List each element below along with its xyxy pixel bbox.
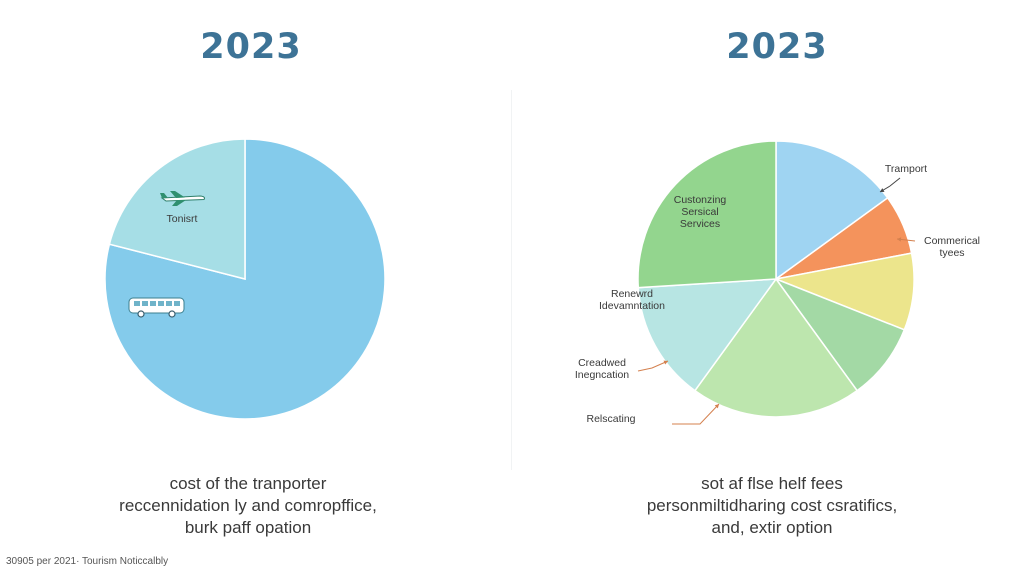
right-slice-label-custonzing: Custonzing Sersical Services	[674, 194, 727, 230]
right-leader-tramport-arrowhead	[880, 188, 885, 192]
bus-icon	[128, 297, 185, 318]
right-caption-line-2: personmiltidharing cost csratifics,	[646, 496, 898, 515]
left-chart-caption: cost of the tranporter reccennidation ly…	[38, 473, 458, 539]
right-slice-label-relscating: Relscating	[586, 413, 635, 425]
left-caption-line-2: reccennidation ly and comropffice,	[119, 496, 377, 515]
right-leader-creadwed	[637, 360, 669, 372]
footnote: 30905 per 2021· Tourism Noticcalbly	[6, 556, 169, 567]
left-slice-label-tourist: Tonisrt	[167, 213, 198, 225]
right-slice-label-creadwed: Creadwed Inegncation	[575, 357, 629, 381]
left-caption-line-3: burk paff opation	[184, 518, 312, 537]
right-leader-relscating-arrowhead	[714, 404, 719, 409]
right-slice-custonzing-sersical-services	[637, 140, 777, 289]
right-slice-label-commerical-tyees: Commerical tyees	[924, 235, 980, 259]
right-leader-relscating	[672, 403, 720, 425]
left-caption-line-1: cost of the tranporter	[169, 474, 327, 493]
right-leader-commerical-arrowhead	[897, 237, 902, 242]
right-caption-line-3: and, extir option	[711, 518, 833, 537]
right-slice-label-renewrd: Renewrd Idevamntation	[599, 288, 665, 312]
right-slice-renewrd-idevamntation	[637, 278, 778, 392]
right-caption-line-1: sot af flse helf fees	[701, 474, 843, 493]
panel-divider	[511, 90, 512, 470]
right-slice-label-tramport: Tramport	[885, 163, 927, 175]
right-leader-creadwed-arrowhead	[663, 360, 668, 365]
airplane-icon	[160, 191, 205, 206]
left-chart-title: 2023	[200, 27, 302, 67]
right-slice-relscating	[693, 277, 859, 418]
left-slice-tonisrt	[108, 138, 246, 280]
right-chart-caption: sot af flse helf fees personmiltidharing…	[562, 473, 982, 539]
right-chart-title: 2023	[726, 27, 828, 67]
